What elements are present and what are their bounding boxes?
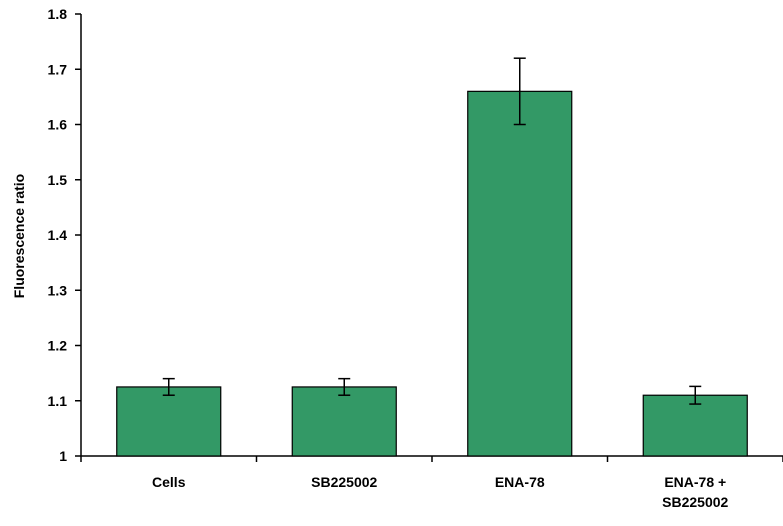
x-tick-label: ENA-78 + bbox=[664, 474, 726, 490]
bar bbox=[116, 386, 222, 457]
y-tick-label: 1.6 bbox=[48, 117, 68, 133]
x-tick-label: Cells bbox=[152, 474, 186, 490]
y-tick-label: 1.8 bbox=[48, 6, 68, 22]
x-tick-label: SB225002 bbox=[662, 494, 728, 510]
y-tick-label: 1 bbox=[59, 448, 67, 464]
y-tick-label: 1.7 bbox=[48, 61, 68, 77]
bar bbox=[642, 394, 748, 457]
y-tick-label: 1.1 bbox=[48, 393, 68, 409]
bar bbox=[291, 386, 397, 457]
x-tick-label: SB225002 bbox=[311, 474, 377, 490]
y-tick-label: 1.3 bbox=[48, 282, 68, 298]
y-tick-label: 1.5 bbox=[48, 172, 68, 188]
y-axis-label: Fluorescence ratio bbox=[11, 174, 27, 299]
y-tick-label: 1.2 bbox=[48, 338, 68, 354]
y-tick-label: 1.4 bbox=[48, 227, 68, 243]
x-tick-label: ENA-78 bbox=[495, 474, 545, 490]
bar bbox=[467, 90, 573, 457]
